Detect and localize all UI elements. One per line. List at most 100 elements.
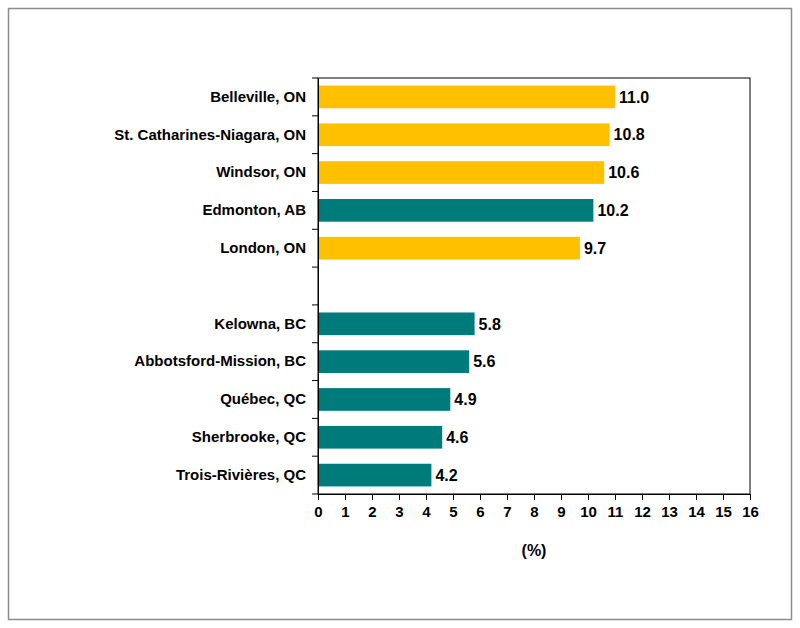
category-separator [312,153,318,154]
category-separator [312,115,318,116]
data-label: 4.6 [446,429,468,446]
y-tick-label: St. Catharines-Niagara, ON [114,126,306,143]
category-separator [312,380,318,381]
x-tick: 16 [742,494,759,520]
x-tick-mark [426,494,427,500]
x-tick: 1 [341,494,349,520]
y-axis-line [318,79,319,495]
x-tick-mark [534,494,535,500]
category-separator [312,456,318,457]
y-tick-label: Kelowna, BC [214,315,306,332]
data-label: 9.7 [584,240,606,257]
plot-frame [318,78,750,494]
category-separator [312,78,318,79]
x-tick-label: 1 [341,503,349,520]
y-tick-label: Belleville, ON [210,88,306,105]
x-tick-label: 12 [634,503,651,520]
x-tick-mark [507,494,508,500]
x-tick-mark [453,494,454,500]
x-tick-label: 14 [688,503,705,520]
x-tick: 4 [422,494,431,520]
x-tick: 2 [368,494,376,520]
x-tick: 5 [449,494,457,520]
y-tick: Québec, QC [220,390,318,407]
bar [318,86,615,109]
x-tick-label: 2 [368,503,376,520]
x-tick-label: 9 [557,503,565,520]
data-label: 10.8 [614,126,645,143]
y-tick: London, ON [220,239,318,256]
x-tick: 9 [557,494,565,520]
bar [318,237,580,260]
category-separator [312,342,318,343]
data-label: 11.0 [619,89,649,106]
x-tick-mark [399,494,400,500]
x-tick-mark [480,494,481,500]
y-tick: St. Catharines-Niagara, ON [114,126,318,143]
y-tick: Abbotsford-Mission, BC [134,352,318,369]
category-separator [312,304,318,305]
x-tick-mark [669,494,670,500]
x-tick: 12 [634,494,651,520]
x-tick-mark [696,494,697,500]
bar [318,464,431,487]
x-tick-label: 3 [395,503,403,520]
y-tick-label: Sherbrooke, QC [192,428,306,445]
x-tick-mark [318,494,319,500]
bars [318,86,615,487]
category-separator [312,494,318,495]
x-tick-label: 0 [314,503,322,520]
y-tick: Sherbrooke, QC [192,428,318,445]
x-tick-label: 16 [742,503,759,520]
category-separator [312,191,318,192]
x-tick-mark [723,494,724,500]
bar [318,350,469,373]
x-tick: 10 [580,494,597,520]
x-tick: 7 [503,494,511,520]
x-tick-mark [642,494,643,500]
x-axis: 012345678910111213141516 [314,494,759,520]
x-tick-label: 7 [503,503,511,520]
y-tick-label: Trois-Rivières, QC [176,466,306,483]
x-tick-label: 8 [530,503,538,520]
x-tick: 11 [608,494,624,520]
x-tick: 14 [688,494,705,520]
outer-frame [9,9,792,620]
data-label: 4.2 [435,467,457,484]
x-tick-mark [588,494,589,500]
bar [318,388,450,411]
y-tick-label: Edmonton, AB [202,201,306,218]
category-separator [312,229,318,230]
y-tick-label: Windsor, ON [216,163,306,180]
chart: 11.010.810.610.29.75.85.64.94.64.2012345… [0,0,800,628]
x-tick-mark [615,494,616,500]
y-tick: Belleville, ON [210,88,318,105]
y-axis: Belleville, ON St. Catharines-Niagara, ON… [114,79,318,495]
x-tick-label: 11 [608,503,624,520]
category-separator [312,418,318,419]
x-tick-label: 4 [422,503,431,520]
data-label: 10.2 [597,202,628,219]
y-tick: Kelowna, BC [214,315,318,332]
x-tick: 13 [661,494,678,520]
category-separator [312,267,318,268]
y-tick: Trois-Rivières, QC [176,466,318,483]
x-tick-mark [750,494,751,500]
bar [318,312,475,335]
y-tick: Windsor, ON [216,163,318,180]
data-label: 4.9 [454,391,476,408]
data-labels: 11.010.810.610.29.75.85.64.94.64.2 [435,89,649,484]
bar [318,426,442,449]
x-tick: 0 [314,494,322,520]
x-tick-mark [345,494,346,500]
x-tick-label: 10 [580,503,597,520]
y-tick-label: Québec, QC [220,390,306,407]
x-tick-label: 6 [476,503,484,520]
x-tick: 15 [715,494,732,520]
category-separators [312,78,318,494]
data-label: 5.8 [479,316,501,333]
x-tick: 6 [476,494,484,520]
x-tick-label: 13 [661,503,678,520]
x-axis-title: (%) [522,542,547,559]
x-axis-line [319,495,751,501]
